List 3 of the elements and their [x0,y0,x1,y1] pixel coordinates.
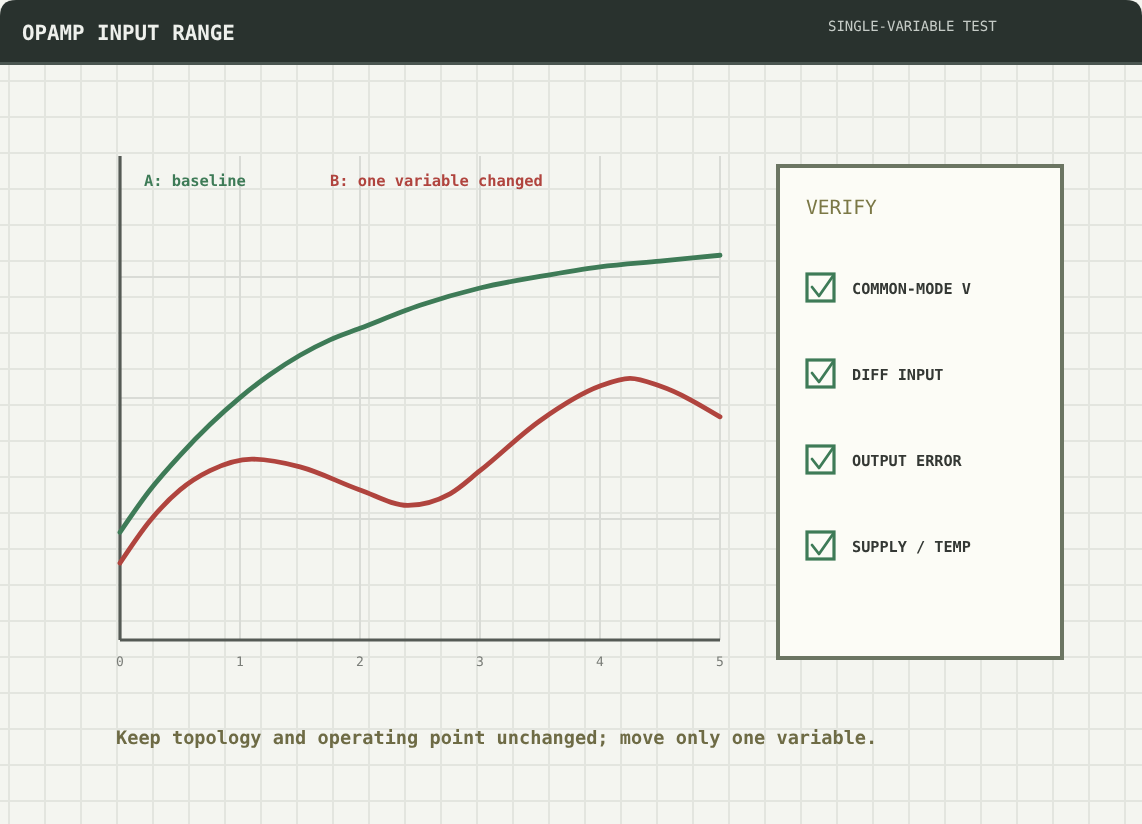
text: VERIFY [806,198,877,220]
chart-title: OPAMP INPUT RANGE [22,22,235,46]
text: Keep topology and operating point unchanged; move only one variable. [116,728,878,750]
